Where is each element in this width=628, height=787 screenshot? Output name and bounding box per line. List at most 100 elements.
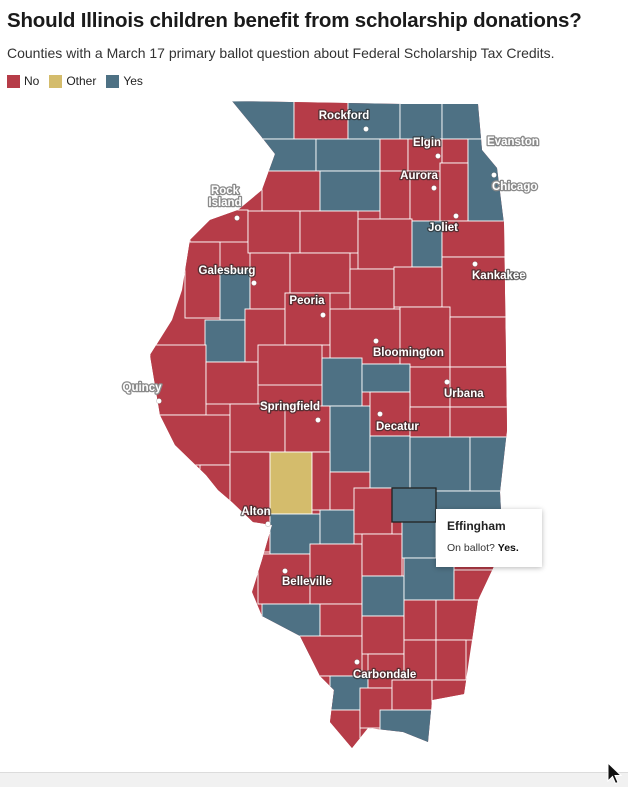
county-macoupin[interactable] — [269, 451, 313, 515]
city-dot-alton — [265, 521, 271, 527]
county-layer — [150, 101, 508, 755]
county-lake[interactable] — [441, 101, 483, 140]
county-rock-island[interactable] — [189, 209, 249, 243]
county-fayette[interactable] — [353, 487, 393, 535]
county-jo-daviess[interactable] — [231, 101, 295, 140]
legend-item-other[interactable]: Other — [49, 74, 96, 88]
illinois-county-map: Rockford Elgin Evanston Aurora Chicago Rock Is… — [121, 101, 540, 755]
county-iroquois[interactable] — [449, 316, 508, 368]
county-mcdonough[interactable] — [204, 319, 246, 363]
legend-item-no[interactable]: No — [7, 74, 39, 88]
county-whiteside[interactable] — [261, 170, 321, 212]
city-label-rockford: Rockford — [319, 110, 369, 122]
county-carroll[interactable] — [259, 138, 317, 172]
city-dot-galesburg — [251, 280, 257, 286]
county-bond[interactable] — [319, 509, 355, 545]
county-dewitt[interactable] — [361, 363, 411, 393]
legend-item-yes[interactable]: Yes — [106, 74, 143, 88]
tooltip-ballot-value: Yes. — [497, 542, 519, 554]
city-label-quincy: Quincy — [123, 382, 163, 394]
city-dot-urbana — [444, 379, 450, 385]
county-franklin[interactable] — [361, 615, 405, 655]
county-knox[interactable] — [249, 252, 291, 310]
county-dekalb-north[interactable] — [379, 138, 409, 172]
city-label-springfield: Springfield — [260, 401, 320, 413]
county-vermilion[interactable] — [449, 406, 508, 438]
county-stark[interactable] — [289, 252, 351, 294]
county-white[interactable] — [435, 599, 508, 641]
county-adams[interactable] — [150, 344, 207, 416]
county-henry[interactable] — [247, 210, 301, 254]
county-lasalle[interactable] — [357, 218, 413, 270]
bottom-scroll-bar[interactable] — [0, 772, 628, 787]
county-piatt[interactable] — [409, 366, 451, 408]
county-calhoun[interactable] — [199, 464, 231, 506]
county-will[interactable] — [441, 220, 508, 258]
county-kankakee[interactable] — [441, 256, 508, 318]
city-label-peoria: Peoria — [289, 295, 325, 307]
county-mchenry[interactable] — [399, 101, 443, 140]
city-dot-rock-island — [234, 215, 240, 221]
city-dot-aurora — [431, 185, 437, 191]
county-hamilton[interactable] — [403, 599, 437, 641]
city-dot-peoria — [320, 312, 326, 318]
chart-title: Should Illinois children benefit from sc… — [7, 9, 582, 32]
county-coles[interactable] — [409, 436, 471, 492]
county-peoria[interactable] — [284, 292, 331, 346]
city-dot-kankakee — [472, 261, 478, 267]
city-dot-springfield — [315, 417, 321, 423]
county-washington[interactable] — [319, 603, 363, 637]
county-hardin[interactable] — [431, 679, 473, 711]
county-douglas[interactable] — [409, 406, 451, 438]
legend-label-other: Other — [66, 74, 97, 88]
county-dupage[interactable] — [441, 138, 469, 164]
tooltip-county-name: Effingham — [447, 519, 506, 533]
county-greene[interactable] — [229, 451, 271, 513]
county-schuyler[interactable] — [205, 361, 259, 405]
county-alexander[interactable] — [319, 709, 361, 755]
tooltip-ballot-label: On ballot? — [447, 542, 495, 554]
mouse-cursor-icon — [607, 762, 623, 785]
county-marion[interactable] — [361, 533, 403, 577]
county-shelby[interactable] — [369, 435, 411, 489]
city-dot-rockford — [363, 126, 369, 132]
city-dot-elgin — [435, 153, 441, 159]
county-logan[interactable] — [321, 357, 363, 407]
county-pope[interactable] — [391, 679, 433, 711]
legend-label-no: No — [24, 74, 40, 88]
county-livingston[interactable] — [393, 266, 443, 308]
county-champaign[interactable] — [449, 366, 508, 408]
county-jefferson[interactable] — [361, 575, 405, 617]
city-label-alton: Alton — [241, 506, 270, 518]
county-massac[interactable] — [379, 709, 433, 755]
county-marshall[interactable] — [349, 268, 395, 310]
city-dot-belleville — [282, 568, 288, 574]
county-montgomery-west[interactable] — [311, 451, 331, 511]
city-label-rock-island: Rock Island — [208, 185, 241, 209]
tooltip-ballot-row: On ballot? Yes. — [447, 542, 531, 554]
county-clinton[interactable] — [309, 543, 363, 605]
county-ford[interactable] — [399, 306, 451, 368]
legend-swatch-no — [7, 74, 20, 88]
county-ogle[interactable] — [315, 138, 381, 172]
county-jersey[interactable] — [231, 511, 271, 553]
county-jasper[interactable] — [401, 521, 437, 559]
county-pike[interactable] — [159, 414, 231, 466]
county-bureau[interactable] — [299, 210, 359, 254]
county-lee[interactable] — [319, 170, 381, 212]
city-label-carbondale: Carbondale — [353, 669, 416, 681]
county-mason[interactable] — [257, 344, 323, 386]
legend-swatch-other — [49, 74, 63, 88]
city-label-belleville: Belleville — [282, 576, 332, 588]
county-boone[interactable] — [347, 101, 401, 140]
county-gallatin[interactable] — [435, 639, 467, 681]
legend-swatch-yes — [106, 74, 120, 88]
county-mercer[interactable] — [184, 241, 221, 319]
city-label-kankakee: Kankakee — [472, 270, 526, 282]
city-dot-quincy — [156, 398, 162, 404]
county-christian[interactable] — [329, 405, 371, 473]
county-will-north[interactable] — [439, 162, 469, 222]
county-lawrence[interactable] — [453, 569, 508, 601]
county-effingham[interactable] — [391, 487, 437, 523]
county-edgar[interactable] — [469, 436, 508, 493]
